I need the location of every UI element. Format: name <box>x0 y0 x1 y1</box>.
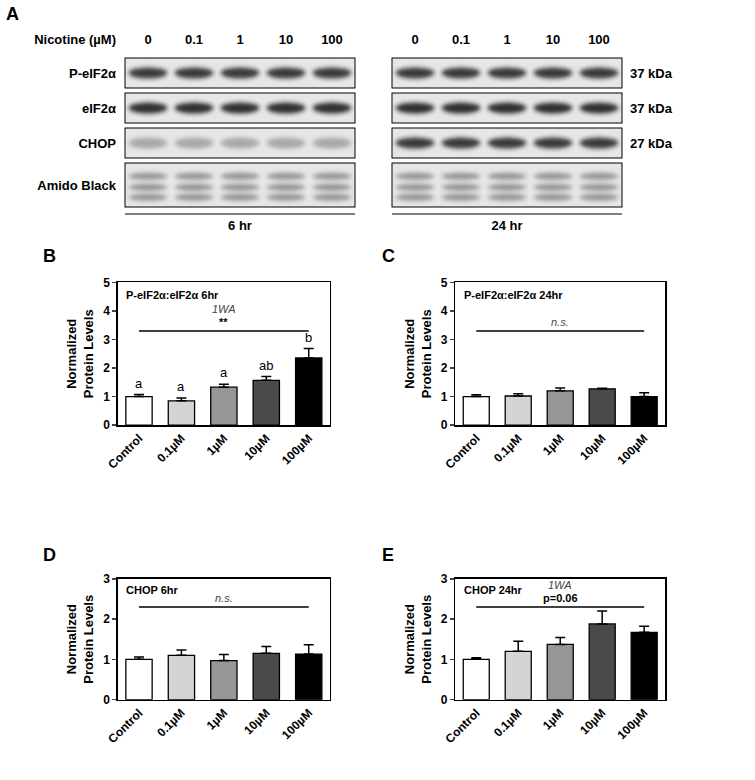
svg-text:0: 0 <box>441 693 448 707</box>
svg-text:10µM: 10µM <box>241 431 272 462</box>
svg-text:10µM: 10µM <box>577 431 608 462</box>
svg-text:1: 1 <box>103 653 110 667</box>
svg-text:1: 1 <box>503 32 510 47</box>
svg-text:5: 5 <box>103 276 110 290</box>
svg-text:10µM: 10µM <box>241 706 272 737</box>
svg-text:Control: Control <box>443 706 483 746</box>
svg-text:0: 0 <box>103 693 110 707</box>
svg-text:1: 1 <box>441 390 448 404</box>
svg-text:Control: Control <box>105 706 145 746</box>
svg-text:1: 1 <box>103 390 110 404</box>
svg-text:2: 2 <box>103 361 110 375</box>
svg-text:NormalizedProtein Levels: NormalizedProtein Levels <box>402 595 434 684</box>
svg-text:100µM: 100µM <box>615 431 651 467</box>
svg-text:5: 5 <box>441 276 448 290</box>
svg-text:eIF2α: eIF2α <box>82 101 116 116</box>
svg-text:1: 1 <box>441 653 448 667</box>
svg-text:100µM: 100µM <box>279 431 315 467</box>
svg-text:0.1µM: 0.1µM <box>491 431 525 465</box>
svg-text:0.1µM: 0.1µM <box>154 431 188 465</box>
svg-text:D: D <box>43 545 56 565</box>
svg-text:C: C <box>382 246 395 266</box>
svg-text:CHOP 6hr: CHOP 6hr <box>126 584 178 596</box>
svg-text:0.1: 0.1 <box>452 32 470 47</box>
svg-text:P-eIF2α:eIF2α 6hr: P-eIF2α:eIF2α 6hr <box>126 289 219 301</box>
svg-text:P-eIF2α: P-eIF2α <box>69 66 116 81</box>
svg-text:Amido Black: Amido Black <box>37 178 117 193</box>
svg-text:3: 3 <box>441 572 448 586</box>
svg-text:1WA: 1WA <box>548 579 572 591</box>
svg-text:0: 0 <box>103 418 110 432</box>
svg-text:2: 2 <box>441 612 448 626</box>
svg-text:0.1µM: 0.1µM <box>491 706 525 740</box>
svg-text:Control: Control <box>105 431 145 471</box>
svg-text:2: 2 <box>441 361 448 375</box>
svg-text:3: 3 <box>103 572 110 586</box>
svg-text:1WA: 1WA <box>212 303 236 315</box>
svg-text:Nicotine (µM): Nicotine (µM) <box>34 32 116 47</box>
svg-text:NormalizedProtein Levels: NormalizedProtein Levels <box>402 309 434 398</box>
svg-text:3: 3 <box>103 333 110 347</box>
svg-text:100: 100 <box>321 32 343 47</box>
svg-text:p=0.06: p=0.06 <box>543 592 578 604</box>
svg-text:37 kDa: 37 kDa <box>630 66 673 81</box>
svg-text:1µM: 1µM <box>204 431 231 458</box>
svg-text:24 hr: 24 hr <box>491 218 522 233</box>
svg-text:3: 3 <box>441 333 448 347</box>
svg-text:Control: Control <box>443 431 483 471</box>
svg-text:P-eIF2α:eIF2α 24hr: P-eIF2α:eIF2α 24hr <box>464 289 563 301</box>
svg-text:B: B <box>43 246 56 266</box>
svg-text:a: a <box>177 379 185 394</box>
svg-text:2: 2 <box>103 612 110 626</box>
svg-text:n.s.: n.s. <box>215 592 233 604</box>
svg-text:100µM: 100µM <box>279 706 315 742</box>
svg-text:CHOP 24hr: CHOP 24hr <box>464 584 523 596</box>
svg-text:0: 0 <box>441 418 448 432</box>
svg-text:4: 4 <box>103 304 110 318</box>
svg-text:0: 0 <box>411 32 418 47</box>
svg-text:10µM: 10µM <box>577 706 608 737</box>
svg-text:1: 1 <box>236 32 243 47</box>
svg-text:100µM: 100µM <box>615 706 651 742</box>
svg-text:0.1: 0.1 <box>185 32 203 47</box>
svg-text:E: E <box>382 545 394 565</box>
svg-text:6 hr: 6 hr <box>228 218 252 233</box>
svg-text:4: 4 <box>441 304 448 318</box>
svg-text:a: a <box>135 376 143 391</box>
svg-text:10: 10 <box>279 32 293 47</box>
svg-text:**: ** <box>219 316 228 328</box>
svg-text:10: 10 <box>546 32 560 47</box>
svg-text:100: 100 <box>588 32 610 47</box>
svg-text:1µM: 1µM <box>540 431 567 458</box>
svg-text:a: a <box>220 365 228 380</box>
svg-text:1µM: 1µM <box>204 706 231 733</box>
svg-text:0: 0 <box>144 32 151 47</box>
svg-text:A: A <box>6 4 19 24</box>
svg-text:CHOP: CHOP <box>78 136 116 151</box>
svg-text:b: b <box>305 330 312 345</box>
svg-text:27 kDa: 27 kDa <box>630 136 673 151</box>
svg-text:n.s.: n.s. <box>551 316 569 328</box>
svg-text:1µM: 1µM <box>540 706 567 733</box>
svg-text:0.1µM: 0.1µM <box>154 706 188 740</box>
svg-text:NormalizedProtein Levels: NormalizedProtein Levels <box>64 309 96 398</box>
svg-text:ab: ab <box>259 358 273 373</box>
svg-text:NormalizedProtein Levels: NormalizedProtein Levels <box>64 595 96 684</box>
svg-text:37 kDa: 37 kDa <box>630 101 673 116</box>
